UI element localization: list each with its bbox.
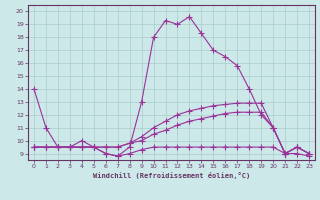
X-axis label: Windchill (Refroidissement éolien,°C): Windchill (Refroidissement éolien,°C): [93, 172, 250, 179]
